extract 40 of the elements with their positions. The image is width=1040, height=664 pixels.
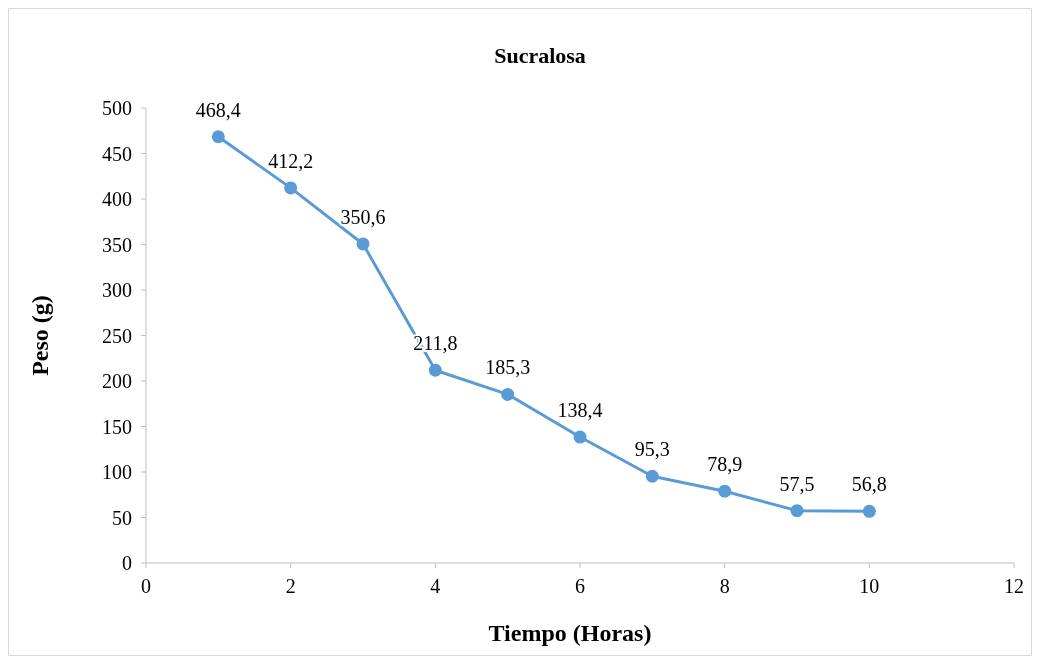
y-tick-label: 500 [102, 97, 132, 119]
data-label: 412,2 [268, 149, 314, 172]
x-tick-label: 4 [430, 575, 441, 597]
point [211, 130, 225, 144]
data-label: 350,6 [340, 205, 386, 228]
point [718, 484, 732, 498]
y-tick-label: 150 [102, 415, 132, 438]
data-label: 185,3 [485, 356, 531, 379]
y-tick-label: 450 [102, 142, 132, 165]
point [790, 504, 804, 518]
data-label: 57,5 [779, 472, 815, 495]
point [501, 387, 515, 401]
point [356, 237, 370, 251]
point [645, 469, 659, 483]
y-tick-label: 0 [122, 552, 132, 574]
data-label: 95,3 [634, 438, 670, 461]
data-label: 468,4 [195, 98, 241, 121]
x-tick-label: 8 [719, 575, 730, 597]
y-tick-label: 100 [102, 461, 132, 483]
point [573, 430, 587, 444]
y-tick-label: 400 [102, 188, 132, 210]
data-label: 56,8 [851, 473, 887, 496]
y-tick-label: 300 [102, 279, 132, 301]
x-axis-title: Tiempo (Horas) [488, 620, 652, 646]
point [862, 504, 876, 518]
y-tick-label: 250 [102, 324, 132, 347]
y-tick-label: 50 [112, 506, 132, 529]
data-label: 138,4 [557, 399, 603, 422]
chart-title: Sucralosa [494, 43, 586, 68]
y-tick-label: 350 [102, 233, 132, 256]
x-tick-label: 10 [859, 575, 880, 597]
y-axis-title: Peso (g) [27, 295, 53, 376]
x-tick-label: 6 [575, 575, 585, 597]
y-tick-label: 200 [102, 370, 132, 392]
point [428, 363, 442, 377]
x-tick-label: 12 [1004, 575, 1024, 597]
x-tick-label: 0 [141, 575, 151, 597]
x-tick-label: 2 [285, 575, 296, 597]
point [284, 181, 298, 195]
data-label: 78,9 [707, 453, 743, 476]
